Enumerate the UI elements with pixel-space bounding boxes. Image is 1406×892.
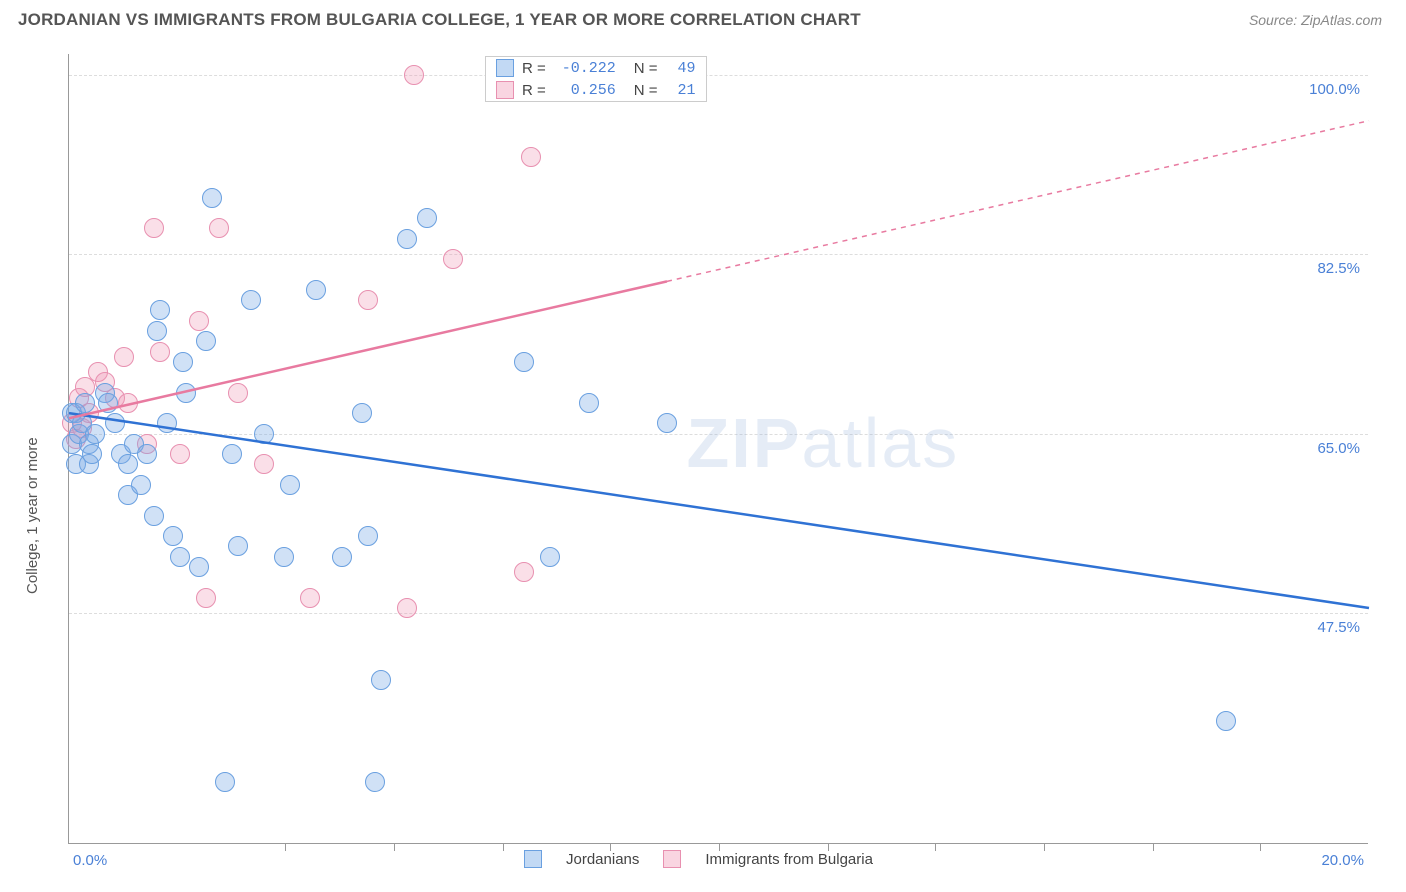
data-point [82, 444, 102, 464]
watermark: ZIPatlas [687, 403, 960, 483]
x-tick [394, 843, 395, 851]
data-point [404, 65, 424, 85]
n-value: 49 [666, 60, 696, 77]
legend-swatch [496, 59, 514, 77]
data-point [254, 454, 274, 474]
legend-swatch [496, 81, 514, 99]
data-point [157, 413, 177, 433]
legend-label-blue: Jordanians [566, 851, 639, 868]
data-point [75, 393, 95, 413]
plot-area: 100.0% 82.5% 65.0% 47.5% ZIPatlas R = -0.222 N … [68, 54, 1368, 844]
data-point [150, 300, 170, 320]
data-point [85, 424, 105, 444]
data-point [241, 290, 261, 310]
data-point [209, 218, 229, 238]
data-point [215, 772, 235, 792]
gridline [69, 613, 1368, 614]
data-point [657, 413, 677, 433]
data-point [147, 321, 167, 341]
data-point [514, 562, 534, 582]
data-point [280, 475, 300, 495]
data-point [114, 347, 134, 367]
chart-title: JORDANIAN VS IMMIGRANTS FROM BULGARIA CO… [18, 10, 861, 30]
y-tick-label: 82.5% [1317, 260, 1360, 277]
r-value: -0.222 [554, 60, 616, 77]
y-tick-label: 100.0% [1309, 81, 1360, 98]
data-point [397, 229, 417, 249]
trend-line-pink-dashed [667, 121, 1369, 282]
data-point [332, 547, 352, 567]
data-point [137, 444, 157, 464]
stats-legend-row: R = 0.256 N = 21 [486, 79, 706, 101]
data-point [170, 444, 190, 464]
data-point [98, 393, 118, 413]
data-point [358, 526, 378, 546]
data-point [521, 147, 541, 167]
data-point [371, 670, 391, 690]
x-tick [1044, 843, 1045, 851]
data-point [443, 249, 463, 269]
source-attribution: Source: ZipAtlas.com [1249, 12, 1382, 28]
data-point [173, 352, 193, 372]
series-legend: Jordanians Immigrants from Bulgaria [524, 850, 873, 868]
data-point [228, 536, 248, 556]
data-point [1216, 711, 1236, 731]
data-point [274, 547, 294, 567]
gridline [69, 75, 1368, 76]
n-value: 21 [666, 82, 696, 99]
x-tick [503, 843, 504, 851]
n-label: N = [634, 82, 658, 99]
r-label: R = [522, 60, 546, 77]
x-tick [1260, 843, 1261, 851]
data-point [540, 547, 560, 567]
data-point [228, 383, 248, 403]
y-tick-label: 47.5% [1317, 619, 1360, 636]
data-point [105, 413, 125, 433]
r-label: R = [522, 82, 546, 99]
legend-swatch-blue [524, 850, 542, 868]
x-max-label: 20.0% [1321, 852, 1364, 869]
data-point [254, 424, 274, 444]
gridline [69, 254, 1368, 255]
data-point [358, 290, 378, 310]
data-point [365, 772, 385, 792]
data-point [397, 598, 417, 618]
r-value: 0.256 [554, 82, 616, 99]
data-point [417, 208, 437, 228]
x-tick [935, 843, 936, 851]
stats-legend-row: R = -0.222 N = 49 [486, 57, 706, 79]
x-min-label: 0.0% [73, 852, 107, 869]
data-point [300, 588, 320, 608]
data-point [118, 454, 138, 474]
trend-lines [69, 54, 1369, 844]
data-point [170, 547, 190, 567]
legend-swatch-pink [663, 850, 681, 868]
n-label: N = [634, 60, 658, 77]
data-point [150, 342, 170, 362]
data-point [189, 311, 209, 331]
data-point [176, 383, 196, 403]
data-point [514, 352, 534, 372]
y-axis-label: College, 1 year or more [24, 437, 41, 594]
stats-legend: R = -0.222 N = 49 R = 0.256 N = 21 [485, 56, 707, 102]
y-tick-label: 65.0% [1317, 440, 1360, 457]
x-tick [1153, 843, 1154, 851]
data-point [579, 393, 599, 413]
data-point [189, 557, 209, 577]
data-point [118, 393, 138, 413]
data-point [131, 475, 151, 495]
data-point [222, 444, 242, 464]
data-point [163, 526, 183, 546]
data-point [196, 588, 216, 608]
data-point [144, 506, 164, 526]
data-point [352, 403, 372, 423]
data-point [306, 280, 326, 300]
x-tick [285, 843, 286, 851]
data-point [202, 188, 222, 208]
legend-label-pink: Immigrants from Bulgaria [705, 851, 873, 868]
data-point [196, 331, 216, 351]
data-point [144, 218, 164, 238]
